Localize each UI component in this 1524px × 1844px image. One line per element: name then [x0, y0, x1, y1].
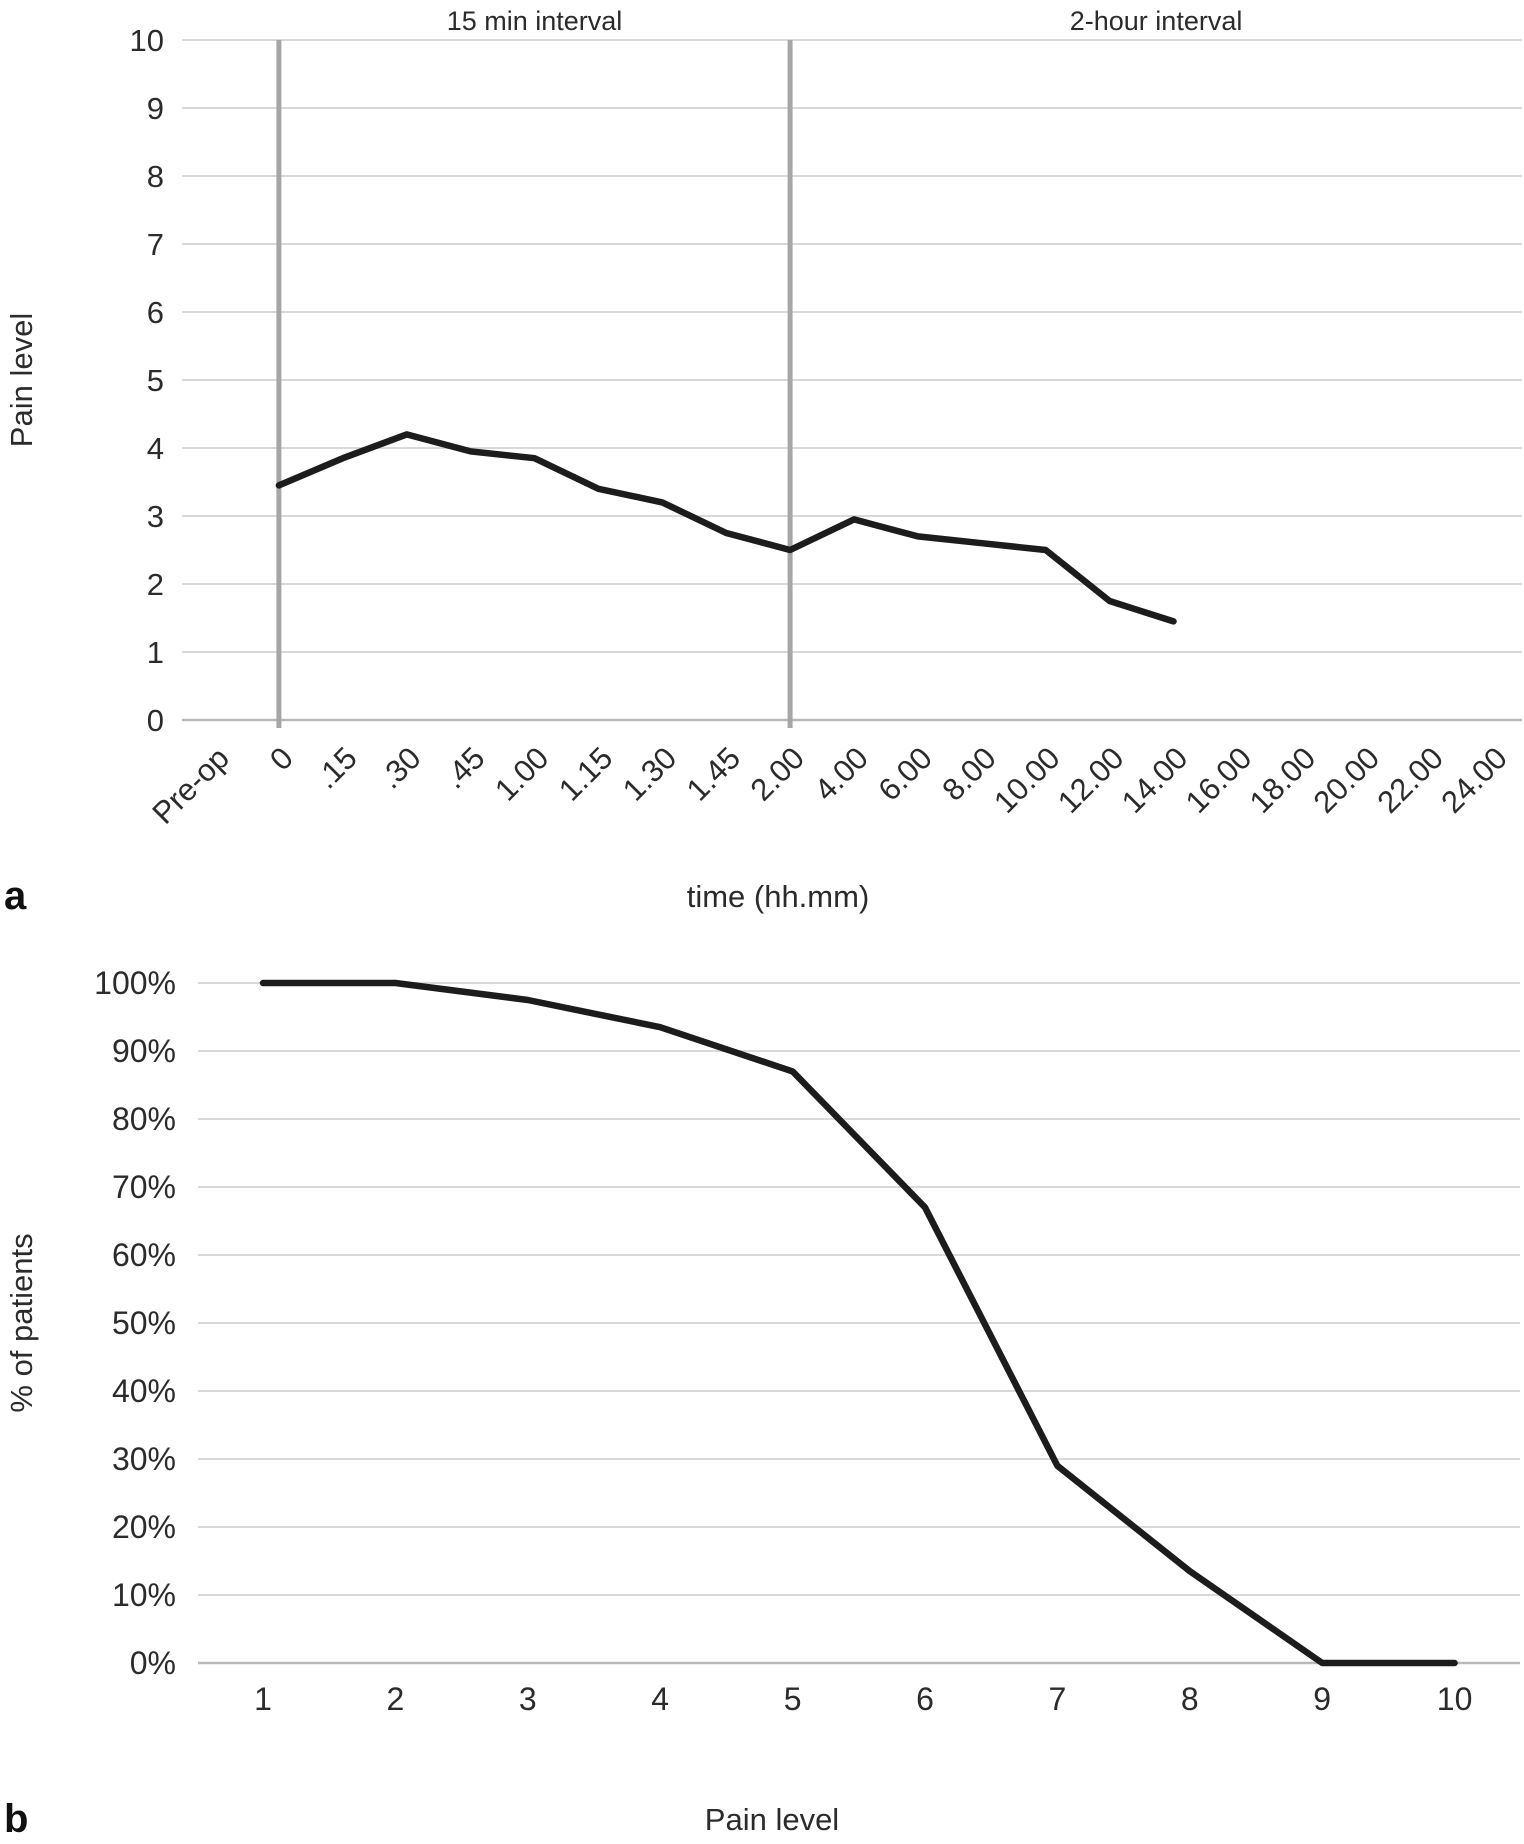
pain-over-time-x-tick-label: 12.00: [1051, 740, 1131, 820]
patients-by-pain-level-y-tick-label: 30%: [112, 1441, 176, 1477]
pain-over-time-x-tick-label: 22.00: [1370, 740, 1450, 820]
patients-by-pain-level-x-tick-label: 1: [254, 1681, 272, 1717]
patients-by-pain-level-x-tick-label: 2: [387, 1681, 405, 1717]
pain-over-time-x-tick-label: 0: [263, 740, 300, 777]
pain-over-time-y-tick-label: 2: [147, 567, 164, 602]
pain-over-time-y-tick-label: 10: [130, 23, 164, 58]
patients-by-pain-level-y-axis-title: % of patients: [4, 1233, 39, 1412]
pain-over-time-x-tick-label: .45: [436, 740, 491, 795]
pain-over-time-y-axis-title: Pain level: [4, 313, 39, 447]
pain-over-time-y-tick-label: 5: [147, 363, 164, 398]
patients-by-pain-level-x-tick-label: 8: [1181, 1681, 1199, 1717]
patients-by-pain-level-x-axis-title: Pain level: [705, 1802, 839, 1837]
pain-over-time-x-tick-label: Pre-op: [145, 740, 236, 831]
pain-over-time-x-tick-label: .15: [309, 740, 364, 795]
patients-by-pain-level-x-tick-label: 10: [1437, 1681, 1473, 1717]
patients-by-pain-level-x-tick-label: 6: [916, 1681, 934, 1717]
patients-by-pain-level-series-line: [259, 979, 1458, 1667]
pain-over-time-x-tick-label: 4.00: [808, 740, 875, 807]
panel-a-label: a: [4, 874, 27, 918]
pain-over-time-x-tick-label: 14.00: [1115, 740, 1195, 820]
pain-over-time-interval-annotation: 2-hour interval: [1070, 6, 1243, 36]
pain-over-time-x-tick-label: 18.00: [1243, 740, 1323, 820]
patients-by-pain-level-y-tick-label: 70%: [112, 1169, 176, 1205]
pain-over-time-x-tick-label: .30: [372, 740, 427, 795]
pain-over-time-y-tick-label: 8: [147, 159, 164, 194]
patients-by-pain-level-y-tick-label: 80%: [112, 1101, 176, 1137]
pain-over-time-y-tick-label: 4: [147, 431, 164, 466]
patients-by-pain-level-x-tick-label: 9: [1313, 1681, 1331, 1717]
pain-over-time-y-tick-label: 9: [147, 91, 164, 126]
pain-over-time-interval-annotation: 15 min interval: [447, 6, 623, 36]
patients-by-pain-level-y-tick-label: 60%: [112, 1237, 176, 1273]
pain-over-time-x-tick-label: 1.15: [552, 740, 619, 807]
panel-b-label: b: [4, 1797, 29, 1841]
pain-over-time-x-tick-label: 24.00: [1434, 740, 1514, 820]
patients-by-pain-level-x-tick-label: 5: [784, 1681, 802, 1717]
patients-by-pain-level-y-tick-label: 0%: [130, 1645, 176, 1681]
patients-by-pain-level-y-tick-label: 10%: [112, 1577, 176, 1613]
pain-over-time-x-tick-label: 20.00: [1307, 740, 1387, 820]
patients-by-pain-level-x-tick-label: 4: [651, 1681, 669, 1717]
pain-over-time-x-tick-label: 6.00: [871, 740, 938, 807]
pain-over-time-x-tick-label: 1.45: [680, 740, 747, 807]
patients-by-pain-level-y-tick-label: 40%: [112, 1373, 176, 1409]
pain-over-time-x-tick-label: 1.30: [616, 740, 683, 807]
patients-by-pain-level-y-tick-label: 20%: [112, 1509, 176, 1545]
pain-over-time-y-tick-label: 3: [147, 499, 164, 534]
pain-over-time-x-tick-label: 16.00: [1179, 740, 1259, 820]
patients-by-pain-level-x-tick-label: 3: [519, 1681, 537, 1717]
pain-over-time-x-axis-title: time (hh.mm): [687, 879, 870, 914]
pain-over-time-series-line: [275, 431, 1177, 625]
pain-over-time-y-tick-label: 1: [147, 635, 164, 670]
pain-over-time-x-tick-label: 10.00: [987, 740, 1067, 820]
patients-by-pain-level-y-tick-label: 100%: [94, 965, 176, 1001]
pain-over-time-x-tick-label: 2.00: [744, 740, 811, 807]
pain-over-time-x-tick-label: 1.00: [488, 740, 555, 807]
patients-by-pain-level-x-tick-label: 7: [1049, 1681, 1067, 1717]
patients-by-pain-level-y-tick-label: 50%: [112, 1305, 176, 1341]
pain-over-time-y-tick-label: 7: [147, 227, 164, 262]
pain-over-time-y-tick-label: 6: [147, 295, 164, 330]
patients-by-pain-level-y-tick-label: 90%: [112, 1033, 176, 1069]
pain-over-time-y-tick-label: 0: [147, 703, 164, 738]
